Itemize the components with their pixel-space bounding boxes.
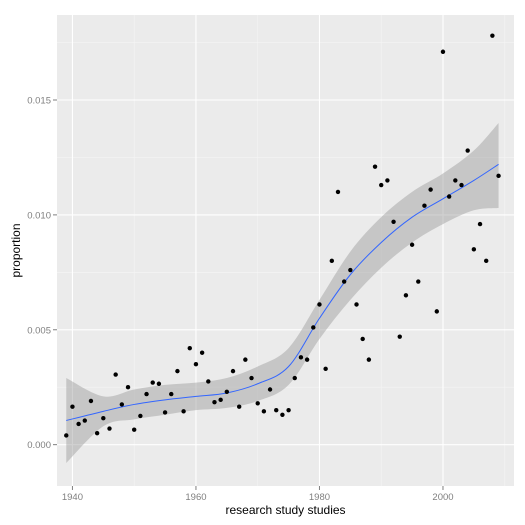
data-point xyxy=(397,334,402,339)
data-point xyxy=(230,368,236,374)
data-point xyxy=(385,178,390,183)
data-point xyxy=(379,182,384,188)
data-point xyxy=(88,398,94,404)
data-point xyxy=(391,219,396,224)
data-point xyxy=(199,350,205,355)
data-point xyxy=(428,187,433,192)
data-point xyxy=(156,381,162,386)
y-tick-label: 0.000 xyxy=(27,440,51,451)
data-point xyxy=(101,416,106,421)
data-point xyxy=(261,409,267,414)
data-point xyxy=(453,178,458,183)
data-point xyxy=(113,372,118,377)
data-point xyxy=(286,407,291,413)
data-point xyxy=(193,362,199,367)
data-point xyxy=(416,279,421,284)
x-tick-label: 1960 xyxy=(185,492,206,503)
plot-panel xyxy=(57,15,514,486)
data-point xyxy=(212,399,217,405)
data-point xyxy=(341,279,347,284)
data-point xyxy=(280,412,285,417)
data-point xyxy=(304,357,310,362)
data-point xyxy=(236,404,242,409)
smooth-line xyxy=(66,163,499,422)
data-point xyxy=(243,357,248,362)
data-point xyxy=(218,397,223,403)
data-point xyxy=(446,194,452,199)
data-point xyxy=(131,427,137,432)
data-point xyxy=(409,242,415,247)
data-point xyxy=(94,430,100,436)
data-point xyxy=(335,189,341,195)
x-tick-label: 2000 xyxy=(432,492,453,503)
x-axis-title: research study studies xyxy=(225,503,345,517)
data-point xyxy=(175,368,180,374)
data-point xyxy=(138,413,143,419)
data-point xyxy=(311,325,316,330)
y-axis-title: proportion xyxy=(9,223,23,277)
data-point xyxy=(422,203,427,208)
x-tick-label: 1940 xyxy=(62,492,83,503)
data-point xyxy=(150,380,155,385)
data-point xyxy=(360,336,365,342)
data-point xyxy=(496,173,501,179)
data-points xyxy=(64,33,501,438)
data-point xyxy=(144,391,149,397)
data-point xyxy=(169,391,174,397)
data-point xyxy=(471,247,477,252)
data-point xyxy=(329,258,335,264)
data-point xyxy=(366,357,372,362)
data-point xyxy=(354,302,359,307)
data-point xyxy=(317,302,322,307)
data-point xyxy=(490,33,495,38)
data-point xyxy=(323,366,328,372)
data-point xyxy=(181,409,186,414)
data-point xyxy=(64,433,69,438)
y-tick-label: 0.005 xyxy=(27,325,51,336)
data-point xyxy=(298,355,304,360)
data-point xyxy=(440,49,446,54)
data-point xyxy=(477,221,483,227)
data-point xyxy=(224,389,230,394)
data-point xyxy=(465,148,470,153)
x-tick-label: 1980 xyxy=(309,492,330,503)
data-point xyxy=(249,375,254,381)
x-axis-ticks: 1940 1960 1980 2000 xyxy=(62,486,454,503)
data-point xyxy=(125,385,131,390)
data-point xyxy=(187,345,192,351)
data-point xyxy=(292,375,297,381)
major-grid xyxy=(57,15,514,486)
data-point xyxy=(267,387,273,392)
data-point xyxy=(274,407,279,413)
data-point xyxy=(76,421,81,427)
smooth-line-layer xyxy=(66,163,499,422)
data-point xyxy=(459,182,464,188)
y-tick-label: 0.010 xyxy=(27,210,51,221)
data-point xyxy=(119,402,125,407)
data-point xyxy=(403,293,409,298)
data-point xyxy=(484,258,489,264)
data-point xyxy=(70,404,75,409)
data-point xyxy=(434,309,440,314)
data-point xyxy=(107,426,112,431)
data-point xyxy=(82,418,87,423)
data-point xyxy=(206,379,211,384)
y-axis-ticks: 0.000 0.005 0.010 0.015 xyxy=(27,96,57,451)
data-point xyxy=(348,267,353,273)
y-tick-label: 0.015 xyxy=(27,96,51,107)
data-point xyxy=(162,410,168,415)
data-point xyxy=(372,164,378,169)
data-point xyxy=(255,401,260,406)
minor-grid xyxy=(57,15,514,486)
